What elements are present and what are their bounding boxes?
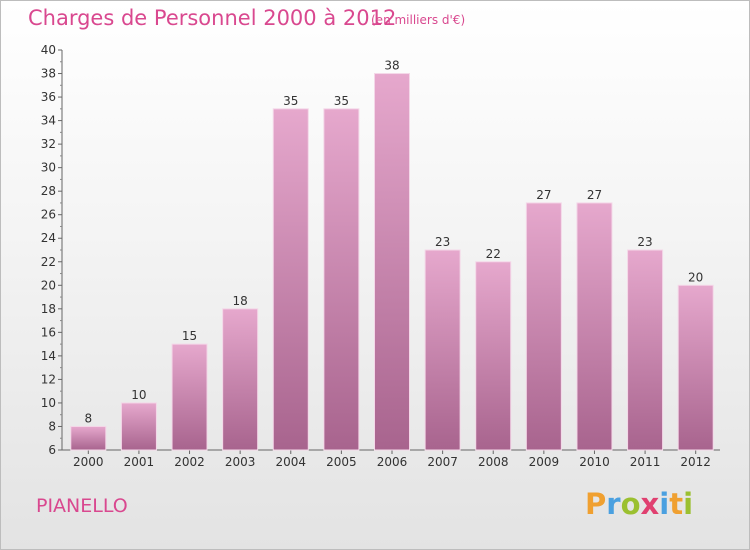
y-tick-label: 18 [41,302,56,316]
value-label-2009: 27 [536,188,551,202]
bar-2008 [475,261,512,451]
value-label-2002: 15 [182,329,197,343]
value-label-2012: 20 [688,270,703,284]
value-label-2006: 38 [384,59,399,73]
x-tick-label-2004: 2004 [275,455,306,469]
bar-2011 [627,249,664,451]
y-tick-label: 12 [41,372,56,386]
y-tick-label: 14 [41,349,56,363]
value-label-2007: 23 [435,235,450,249]
y-tick-label: 34 [41,114,56,128]
y-tick-label: 28 [41,184,56,198]
x-tick-label-2008: 2008 [478,455,509,469]
y-tick-label: 20 [41,278,56,292]
x-tick-label-2000: 2000 [73,455,104,469]
bar-2006 [374,73,410,451]
y-tick-label: 38 [41,67,56,81]
x-tick-label-2001: 2001 [124,455,155,469]
y-tick-label: 8 [48,419,56,433]
bar-2003 [222,308,259,451]
y-tick-label: 40 [41,43,56,57]
y-tick-label: 16 [41,325,56,339]
chart-subtitle: (en milliers d'€) [371,13,466,27]
value-label-2001: 10 [131,388,146,402]
chart-title: Charges de Personnel 2000 à 2012 [28,6,397,30]
x-tick-label-2012: 2012 [680,455,711,469]
commune-name: PIANELLO [36,495,128,517]
value-label-2005: 35 [334,94,349,108]
bar-2007 [424,249,461,451]
x-tick-label-2009: 2009 [529,455,560,469]
value-label-2004: 35 [283,94,298,108]
bar-2010 [576,202,613,451]
proxiti-logo: Proxiti [585,487,694,521]
x-tick-label-2010: 2010 [579,455,610,469]
bar-2001 [120,402,157,451]
y-tick-label: 24 [41,231,56,245]
bar-2004 [272,108,309,451]
y-tick-label: 22 [41,255,56,269]
y-tick-label: 10 [41,396,56,410]
value-label-2010: 27 [587,188,602,202]
x-tick-label-2006: 2006 [377,455,408,469]
x-tick-label-2002: 2002 [174,455,205,469]
y-tick-label: 6 [48,443,56,457]
x-tick-label-2011: 2011 [630,455,661,469]
value-label-2000: 8 [84,411,92,425]
x-tick-label-2007: 2007 [427,455,458,469]
bar-2009 [525,202,562,451]
value-label-2008: 22 [486,247,501,261]
x-tick-label-2005: 2005 [326,455,357,469]
y-tick-label: 30 [41,161,56,175]
y-tick-label: 26 [41,208,56,222]
value-label-2011: 23 [637,235,652,249]
y-tick-label: 36 [41,90,56,104]
bar-2002 [171,343,208,451]
bar-2000 [70,425,107,451]
y-tick-label: 32 [41,137,56,151]
value-label-2003: 18 [233,294,248,308]
bar-2012 [677,284,714,451]
bar-2005 [323,108,360,451]
x-tick-label-2003: 2003 [225,455,256,469]
